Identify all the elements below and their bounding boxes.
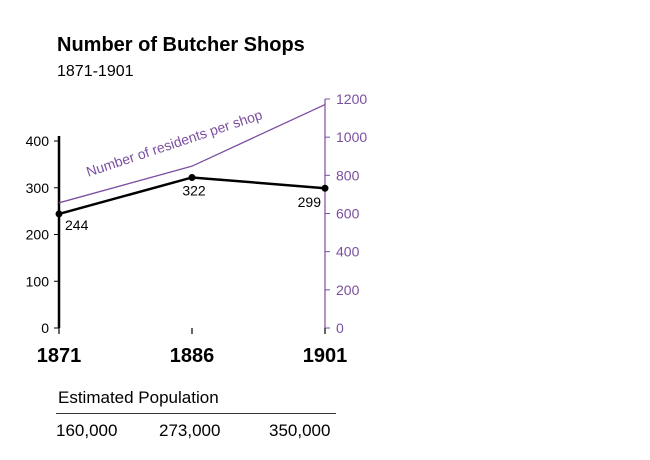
left-axis: 0 100 200 300 400 — [26, 133, 61, 336]
population-value-1871: 160,000 — [56, 421, 118, 440]
left-tick-label-200: 200 — [26, 227, 50, 243]
right-tick-label-0: 0 — [336, 320, 344, 336]
shops-data-label-1886: 322 — [182, 182, 206, 198]
series-butcher-shops: 244 322 299 — [55, 173, 329, 233]
x-axis: 1871 1886 1901 — [37, 328, 348, 367]
population-divider — [56, 413, 336, 414]
right-tick-label-800: 800 — [336, 167, 360, 183]
right-tick-label-200: 200 — [336, 282, 360, 298]
chart-title: Number of Butcher Shops — [57, 34, 305, 56]
population-value-1901: 350,000 — [269, 421, 331, 440]
x-tick-label-1871: 1871 — [37, 345, 82, 367]
residents-line — [58, 103, 326, 204]
x-tick-label-1886: 1886 — [170, 345, 215, 367]
right-tick-label-1000: 1000 — [336, 129, 367, 145]
chart-subtitle: 1871-1901 — [57, 63, 134, 80]
shops-point-1886 — [188, 173, 196, 181]
left-tick-label-0: 0 — [41, 320, 49, 336]
population-heading: Estimated Population — [58, 388, 219, 407]
left-tick-label-400: 400 — [26, 133, 50, 149]
right-axis: 0 200 400 600 800 1000 1200 — [324, 91, 367, 336]
shops-point-1901 — [321, 184, 329, 192]
residents-annotation: Number of residents per shop — [84, 106, 264, 179]
x-tick-label-1901: 1901 — [303, 345, 348, 367]
right-tick-label-1200: 1200 — [336, 91, 367, 107]
population-value-1886: 273,000 — [159, 421, 221, 440]
annotations: Number of residents per shop — [84, 106, 264, 179]
right-tick-label-400: 400 — [336, 244, 360, 260]
left-tick-label-300: 300 — [26, 180, 50, 196]
left-tick-label-100: 100 — [26, 273, 50, 289]
shops-data-label-1871: 244 — [65, 217, 89, 233]
right-tick-label-600: 600 — [336, 206, 360, 222]
shops-data-label-1901: 299 — [298, 194, 322, 210]
series-residents-per-shop — [58, 103, 326, 204]
shops-point-1871 — [55, 210, 63, 218]
